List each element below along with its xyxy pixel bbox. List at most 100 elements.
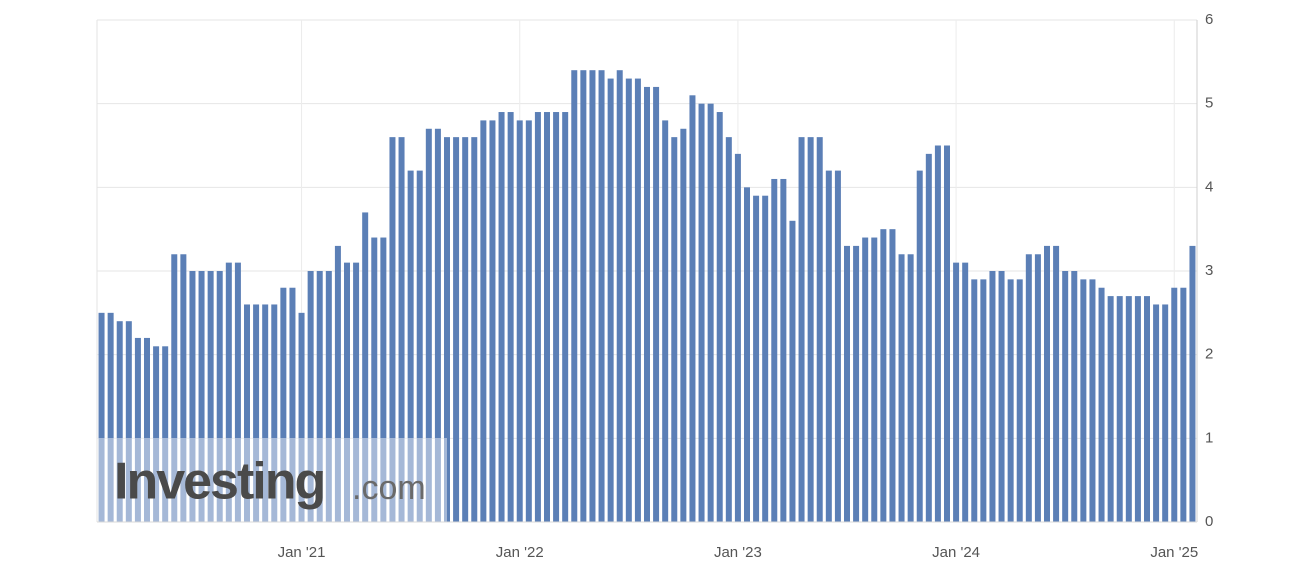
bar — [562, 112, 569, 523]
bar — [125, 321, 132, 522]
bar — [798, 137, 805, 522]
y-tick-label: 0 — [1205, 513, 1213, 530]
bar — [698, 103, 705, 523]
bar — [753, 195, 760, 522]
bar — [653, 86, 660, 522]
bar — [362, 212, 369, 522]
x-tick-label: Jan '23 — [714, 544, 762, 561]
bar — [1089, 279, 1096, 522]
bar — [1144, 296, 1150, 522]
bar — [289, 287, 296, 522]
bar — [298, 312, 305, 522]
bar — [162, 346, 169, 522]
bar — [607, 78, 614, 523]
bar — [644, 86, 650, 522]
bar — [789, 220, 796, 523]
bar — [380, 237, 387, 523]
watermark-panel — [97, 438, 447, 522]
bar — [416, 170, 423, 522]
bar — [507, 112, 514, 523]
bar — [516, 120, 523, 523]
bar — [189, 271, 196, 522]
bar — [1034, 254, 1041, 522]
bar — [489, 120, 496, 523]
bar — [544, 112, 550, 523]
bar — [853, 245, 860, 522]
bar — [989, 271, 996, 522]
bar — [1025, 254, 1032, 522]
x-tick-label: Jan '22 — [496, 544, 544, 561]
bar — [616, 70, 623, 522]
bar — [1125, 296, 1132, 522]
bar — [344, 262, 350, 522]
bar — [1080, 279, 1087, 522]
bar — [725, 137, 732, 522]
bar — [1098, 287, 1105, 522]
bars — [98, 70, 1196, 523]
bar — [244, 304, 250, 522]
bar — [780, 178, 787, 522]
bar — [407, 170, 414, 522]
bar — [762, 195, 769, 522]
bar — [1071, 271, 1078, 522]
bar — [589, 70, 596, 522]
bar — [744, 187, 750, 523]
bar — [153, 346, 160, 522]
bar — [271, 304, 278, 522]
bar — [253, 304, 260, 522]
bar — [353, 262, 360, 522]
bar — [480, 120, 487, 523]
bar — [198, 271, 205, 522]
y-tick-label: 3 — [1205, 262, 1213, 279]
bar — [934, 145, 941, 522]
watermark-suffix: .com — [352, 469, 426, 507]
bar — [716, 112, 723, 523]
y-tick-label: 2 — [1205, 346, 1213, 363]
bar — [134, 337, 141, 522]
bar — [116, 321, 123, 522]
bar — [944, 145, 950, 522]
bar — [734, 153, 741, 522]
bar — [444, 137, 450, 522]
bar — [916, 170, 923, 522]
bar — [998, 271, 1005, 522]
bar — [98, 312, 105, 522]
bar — [471, 137, 478, 522]
bar — [1016, 279, 1023, 522]
bar — [462, 137, 469, 522]
bar — [144, 337, 150, 522]
bar — [880, 229, 887, 522]
bar — [898, 254, 905, 522]
bar — [1007, 279, 1014, 522]
y-tick-label: 4 — [1205, 178, 1213, 195]
bar — [771, 178, 778, 522]
bar — [598, 70, 605, 522]
bar — [325, 271, 332, 522]
bar — [825, 170, 832, 522]
bar — [216, 271, 223, 522]
bar — [680, 128, 687, 522]
bar — [634, 78, 641, 523]
bar — [389, 137, 396, 522]
bar — [671, 137, 678, 522]
bar — [171, 254, 178, 522]
bar — [107, 312, 114, 522]
bar — [398, 137, 405, 522]
bar — [925, 153, 932, 522]
bar — [180, 254, 187, 522]
bar — [1134, 296, 1141, 522]
bar — [1162, 304, 1169, 522]
bar — [871, 237, 878, 523]
bar — [453, 137, 460, 522]
watermark-main: Investing — [114, 453, 324, 511]
bar — [280, 287, 287, 522]
bar — [334, 245, 341, 522]
bar — [434, 128, 441, 522]
bar — [907, 254, 914, 522]
bar — [1153, 304, 1160, 522]
bar — [1116, 296, 1123, 522]
bar — [316, 271, 323, 522]
labels: 0 1 2 3 4 5 6 Jan '21 Jan '22 Jan '23 Jan '24 Jan '… — [278, 11, 1214, 561]
